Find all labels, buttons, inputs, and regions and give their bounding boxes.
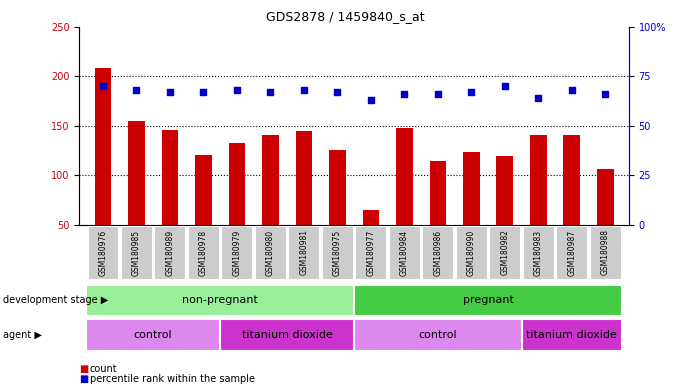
FancyBboxPatch shape [523, 226, 553, 279]
Point [131, 87, 142, 93]
Text: control: control [419, 330, 457, 340]
Bar [195, 156, 211, 225]
Point [299, 87, 310, 93]
Bar [162, 130, 178, 225]
Text: GSM180981: GSM180981 [299, 230, 308, 275]
FancyBboxPatch shape [422, 226, 453, 279]
Bar [229, 142, 245, 225]
FancyBboxPatch shape [355, 226, 386, 279]
FancyBboxPatch shape [322, 226, 353, 279]
Point [466, 89, 477, 95]
FancyBboxPatch shape [222, 226, 252, 279]
Text: titanium dioxide: titanium dioxide [242, 330, 332, 340]
Text: GSM180982: GSM180982 [500, 230, 509, 275]
Text: GSM180986: GSM180986 [433, 229, 442, 276]
Point [198, 89, 209, 95]
Bar [530, 135, 547, 225]
Text: ■: ■ [79, 374, 88, 384]
Text: non-pregnant: non-pregnant [182, 295, 258, 306]
Text: count: count [90, 364, 117, 374]
Point [97, 83, 108, 89]
FancyBboxPatch shape [389, 226, 420, 279]
Text: titanium dioxide: titanium dioxide [527, 330, 617, 340]
Bar [396, 128, 413, 225]
Text: agent ▶: agent ▶ [3, 330, 42, 340]
Text: GSM180977: GSM180977 [366, 229, 375, 276]
Text: percentile rank within the sample: percentile rank within the sample [90, 374, 255, 384]
Text: GSM180987: GSM180987 [567, 229, 576, 276]
Text: GSM180985: GSM180985 [132, 229, 141, 276]
FancyBboxPatch shape [556, 226, 587, 279]
Text: GSM180983: GSM180983 [534, 229, 543, 276]
Bar [329, 151, 346, 225]
FancyBboxPatch shape [590, 226, 621, 279]
FancyBboxPatch shape [86, 285, 354, 316]
Point [399, 91, 410, 97]
FancyBboxPatch shape [88, 226, 118, 279]
Text: GSM180988: GSM180988 [601, 230, 610, 275]
Point [533, 95, 544, 101]
FancyBboxPatch shape [354, 319, 522, 351]
Text: GDS2878 / 1459840_s_at: GDS2878 / 1459840_s_at [266, 10, 425, 23]
Text: control: control [134, 330, 173, 340]
Text: GSM180978: GSM180978 [199, 229, 208, 276]
Text: GSM180980: GSM180980 [266, 229, 275, 276]
FancyBboxPatch shape [155, 226, 185, 279]
Bar [363, 210, 379, 225]
FancyBboxPatch shape [188, 226, 219, 279]
FancyBboxPatch shape [121, 226, 152, 279]
FancyBboxPatch shape [489, 226, 520, 279]
Text: development stage ▶: development stage ▶ [3, 295, 108, 306]
FancyBboxPatch shape [255, 226, 286, 279]
FancyBboxPatch shape [86, 319, 220, 351]
Text: ■: ■ [79, 364, 88, 374]
Point [567, 87, 578, 93]
Text: GSM180990: GSM180990 [467, 229, 476, 276]
Bar [597, 169, 614, 225]
Text: GSM180975: GSM180975 [333, 229, 342, 276]
Text: GSM180984: GSM180984 [400, 229, 409, 276]
Text: pregnant: pregnant [463, 295, 513, 306]
Bar [463, 152, 480, 225]
Bar [296, 131, 312, 225]
Text: GSM180976: GSM180976 [98, 229, 107, 276]
FancyBboxPatch shape [354, 285, 622, 316]
Bar [262, 135, 278, 225]
Bar [563, 135, 580, 225]
Point [332, 89, 343, 95]
Point [265, 89, 276, 95]
Bar [430, 161, 446, 225]
FancyBboxPatch shape [456, 226, 486, 279]
Bar [497, 156, 513, 225]
Point [500, 83, 511, 89]
Point [433, 91, 444, 97]
Point [366, 97, 377, 103]
Text: GSM180989: GSM180989 [165, 229, 174, 276]
FancyBboxPatch shape [522, 319, 622, 351]
Point [231, 87, 243, 93]
Text: GSM180979: GSM180979 [232, 229, 241, 276]
Point [164, 89, 176, 95]
Point [600, 91, 611, 97]
Bar [95, 68, 111, 225]
Bar [128, 121, 145, 225]
FancyBboxPatch shape [288, 226, 319, 279]
FancyBboxPatch shape [220, 319, 354, 351]
